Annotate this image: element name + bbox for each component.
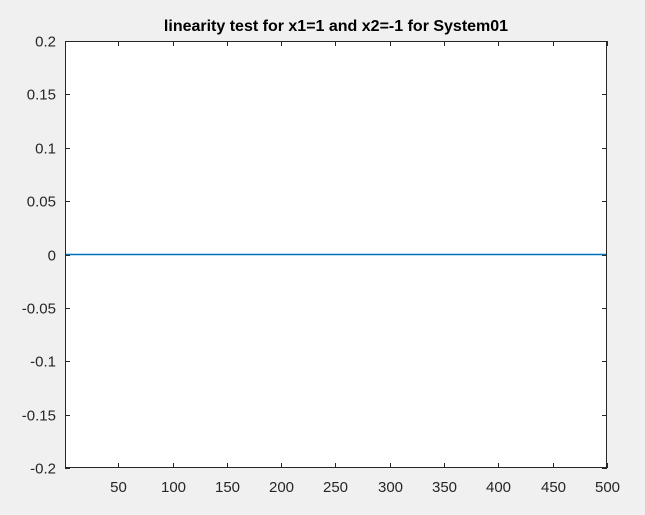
y-axis-tick-labels: 0.2 0.15 0.1 0.05 0 -0.05 -0.1 -0.15 -0.2: [22, 34, 56, 478]
y-tick-label: 0.2: [35, 34, 56, 51]
y-tick-label: -0.1: [30, 354, 56, 371]
x-tick-label: 350: [432, 479, 457, 496]
x-tick-label: 150: [215, 479, 240, 496]
y-tick-label: 0.15: [27, 87, 56, 104]
x-tick-label: 250: [323, 479, 348, 496]
x-tick-label: 500: [595, 479, 620, 496]
y-tick-label: -0.2: [30, 461, 56, 478]
y-tick-label: -0.15: [22, 408, 56, 425]
chart-title: linearity test for x1=1 and x2=-1 for Sy…: [164, 18, 508, 35]
y-tick-label: -0.05: [22, 301, 56, 318]
y-tick-label: 0: [48, 248, 56, 265]
x-tick-label: 100: [161, 479, 186, 496]
x-tick-label: 400: [486, 479, 511, 496]
x-tick-label: 200: [269, 479, 294, 496]
x-tick-label: 50: [110, 479, 127, 496]
y-tick-label: 0.1: [35, 141, 56, 158]
axes-box: [65, 41, 607, 468]
x-tick-label: 450: [541, 479, 566, 496]
x-tick-label: 300: [378, 479, 403, 496]
y-tick-label: 0.05: [27, 194, 56, 211]
x-axis-tick-labels: 50 100 150 200 250 300 350 400 450 500: [110, 479, 620, 496]
